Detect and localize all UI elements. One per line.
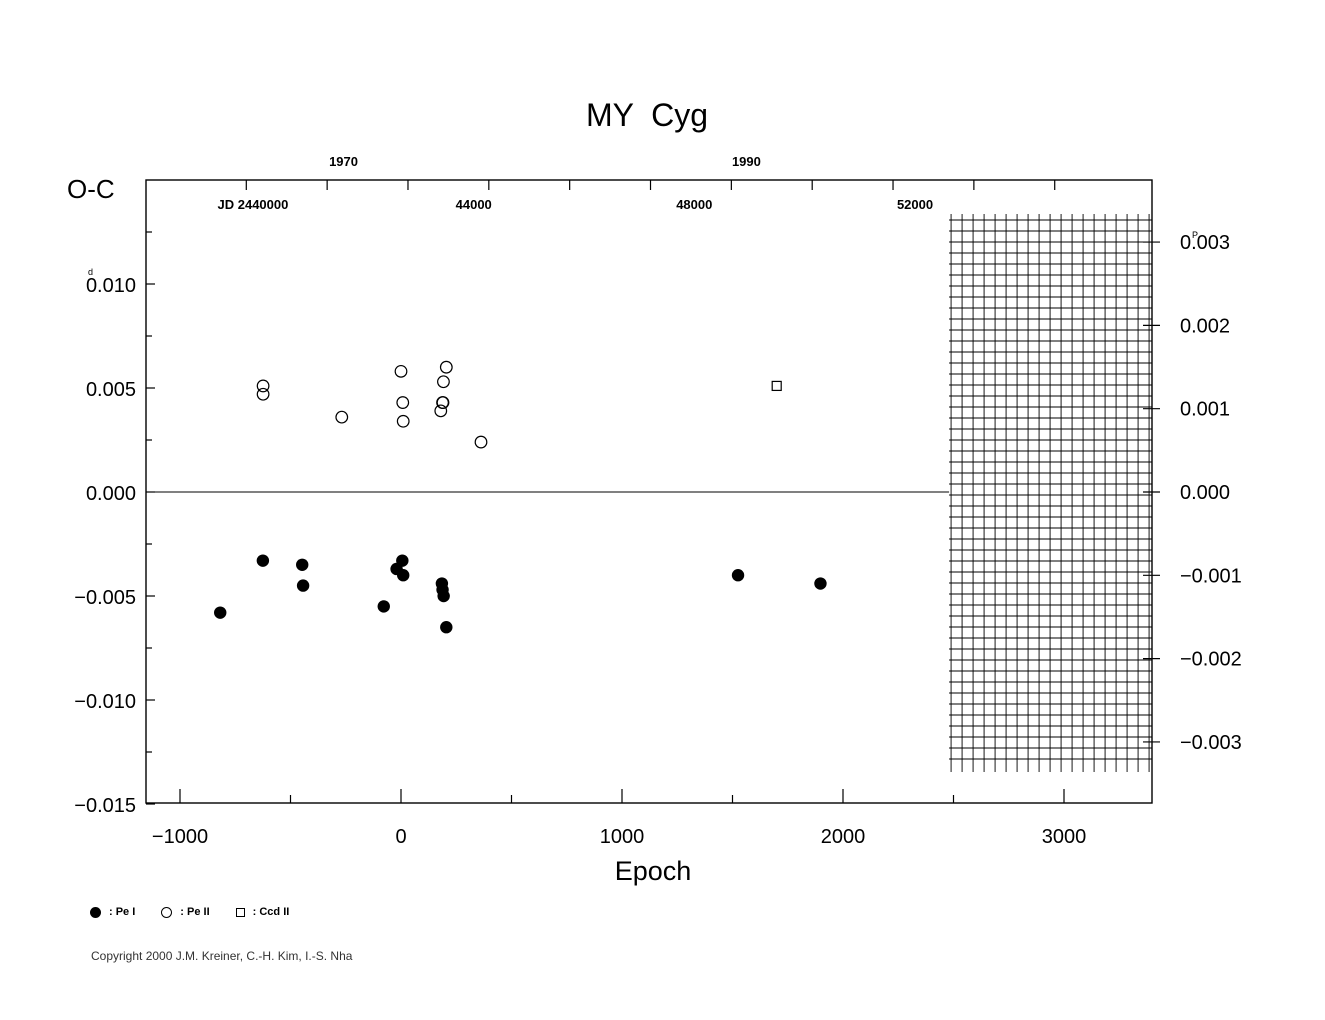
point-pe-i [440, 621, 453, 634]
axis-ticks: 0.010 0.005 0.000 −0.005 −0.010 −0.015 d 0.003 0… [74, 154, 1241, 848]
y-tick-label: 0.000 [86, 483, 136, 505]
x-tick-label: −1000 [152, 826, 208, 848]
legend-item-pe-i: : Pe I [90, 906, 135, 918]
point-pe-i [397, 569, 410, 582]
point-pe-i [437, 589, 450, 603]
y-tick-label: 0.005 [86, 379, 136, 401]
legend-item-ccd-ii: : Ccd II [235, 906, 290, 918]
right-tick-label: −0.002 [1180, 649, 1242, 671]
point-pe-i [296, 579, 310, 592]
y-unit-label: d [88, 267, 93, 277]
point-pe-ii [256, 379, 270, 393]
open-square-marker-icon [235, 907, 245, 917]
right-tick-label: −0.003 [1180, 732, 1242, 754]
legend-item-pe-ii: : Pe II [161, 906, 210, 918]
x-tick-label: 0 [395, 826, 406, 848]
point-pe-ii [256, 387, 270, 401]
future-grid-region [949, 214, 1152, 772]
chart-title: MY Cyg [586, 97, 708, 133]
legend-label-ccd-ii: : Ccd II [252, 906, 290, 918]
y-tick-label: −0.010 [74, 691, 136, 713]
y-tick-label: −0.005 [74, 587, 136, 609]
y-tick-label: 0.010 [86, 275, 136, 297]
point-pe-i [731, 569, 745, 582]
legend-label-pe-i: : Pe I [109, 906, 136, 918]
point-pe-i [256, 554, 270, 567]
point-pe-ii [335, 410, 349, 424]
top-year-label: 1990 [732, 154, 761, 169]
copyright-notice: Copyright 2000 J.M. Kreiner, C.-H. Kim, … [91, 949, 353, 963]
x-tick-label: 2000 [821, 826, 866, 848]
top-year-label: 1970 [329, 154, 358, 169]
top-jd-label: 48000 [676, 197, 712, 212]
right-unit-label: P [1192, 230, 1198, 240]
right-tick-label: 0.001 [1180, 399, 1230, 421]
legend-label-pe-ii: : Pe II [180, 906, 210, 918]
top-jd-label: 44000 [456, 197, 492, 212]
y-tick-label: −0.015 [74, 795, 136, 817]
point-pe-ii [474, 435, 488, 449]
top-jd-label: JD 2440000 [218, 197, 289, 212]
point-pe-i [814, 577, 827, 590]
open-circle-marker-icon [161, 906, 173, 918]
right-tick-label: 0.003 [1180, 232, 1230, 254]
x-axis-label: Epoch [615, 856, 692, 886]
point-pe-ii [396, 396, 410, 409]
point-ccd-ii [771, 380, 782, 392]
point-pe-ii [394, 364, 408, 378]
top-jd-label: 52000 [897, 197, 933, 212]
point-pe-ii [434, 404, 448, 418]
point-pe-ii [436, 396, 450, 409]
x-tick-label: 1000 [600, 826, 645, 848]
point-pe-ii [396, 414, 410, 428]
point-pe-i [296, 558, 309, 571]
legend: : Pe I : Pe II : Ccd II [90, 903, 315, 921]
point-pe-i [214, 606, 227, 619]
plot-frame [145, 179, 1153, 804]
x-tick-label: 3000 [1042, 826, 1087, 848]
right-tick-label: 0.002 [1180, 315, 1230, 337]
filled-circle-marker-icon [90, 906, 101, 918]
point-pe-ii [439, 360, 453, 374]
y-axis-label: O-C [67, 174, 115, 204]
right-tick-label: −0.001 [1180, 565, 1242, 587]
point-pe-i [396, 554, 409, 567]
right-tick-label: 0.000 [1180, 482, 1230, 504]
point-pe-i [377, 600, 390, 613]
data-points [214, 360, 827, 634]
point-pe-ii [437, 375, 450, 389]
